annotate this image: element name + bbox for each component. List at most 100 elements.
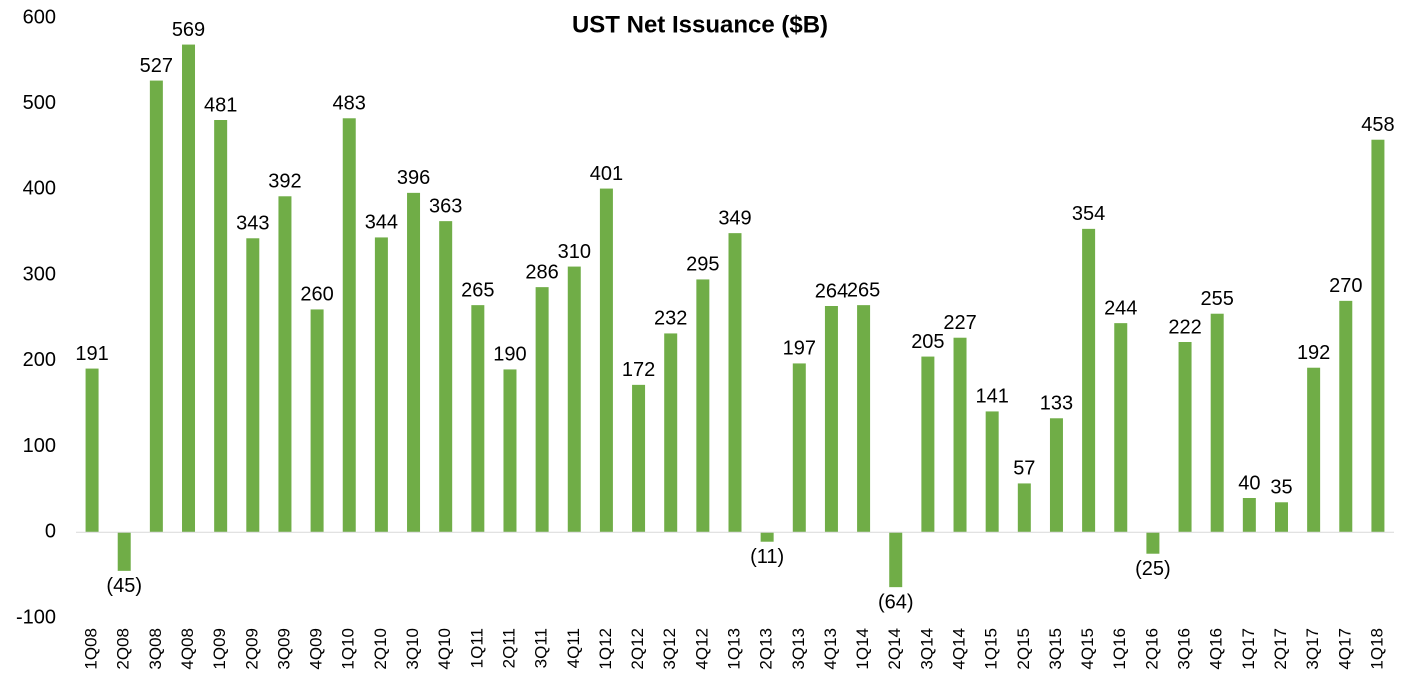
x-tick-label: 3Q13 — [789, 628, 808, 670]
x-tick-label: 4Q16 — [1207, 628, 1226, 670]
x-tick-label: 2Q09 — [242, 628, 261, 670]
bar — [1017, 483, 1031, 533]
bar — [407, 192, 421, 533]
bar — [310, 309, 324, 533]
x-tick-label: 2Q16 — [1142, 628, 1161, 670]
x-tick-label: 2Q14 — [885, 628, 904, 670]
data-label: 35 — [1270, 477, 1292, 499]
data-label: 343 — [236, 213, 269, 235]
x-tick-label: 4Q13 — [821, 628, 840, 670]
y-tick-label: 0 — [45, 521, 56, 543]
data-label: (64) — [878, 591, 914, 613]
bar — [1082, 228, 1096, 533]
bar — [824, 306, 838, 533]
data-label: 57 — [1013, 458, 1035, 480]
data-label: 227 — [943, 312, 976, 334]
data-label: 192 — [1297, 342, 1330, 364]
x-tick-label: 3Q16 — [1175, 628, 1194, 670]
data-label: 197 — [783, 338, 816, 360]
data-label: 354 — [1072, 203, 1105, 225]
x-tick-label: 1Q11 — [467, 628, 486, 668]
bar — [535, 287, 549, 533]
data-label: 527 — [140, 55, 173, 77]
data-label: 363 — [429, 195, 462, 217]
chart-title: UST Net Issuance ($B) — [572, 11, 828, 38]
bar — [664, 333, 678, 533]
bar — [985, 411, 999, 533]
x-tick-label: 1Q13 — [724, 628, 743, 670]
x-tick-label: 2Q13 — [757, 628, 776, 670]
x-tick-label: 1Q09 — [210, 628, 229, 670]
data-label: 191 — [75, 343, 108, 365]
data-label: 349 — [718, 207, 751, 229]
x-tick-label: 2Q12 — [628, 628, 647, 670]
x-tick-label: 1Q14 — [853, 628, 872, 670]
bar — [374, 237, 388, 533]
y-tick-label: 500 — [23, 92, 56, 114]
data-label: 569 — [172, 19, 205, 41]
bar — [439, 221, 453, 533]
x-tick-label: 1Q17 — [1239, 628, 1258, 670]
data-label: 264 — [815, 280, 848, 302]
bar — [1274, 502, 1288, 533]
data-label: (25) — [1135, 558, 1171, 580]
bar — [696, 279, 710, 533]
data-label: 310 — [558, 241, 591, 263]
y-tick-label: 300 — [23, 263, 56, 285]
x-tick-label: 4Q08 — [178, 628, 197, 670]
y-tick-label: 100 — [23, 435, 56, 457]
data-label: 270 — [1329, 275, 1362, 297]
x-tick-label: 1Q08 — [82, 628, 101, 670]
data-label: 458 — [1361, 114, 1394, 136]
data-label: 396 — [397, 167, 430, 189]
data-label: 401 — [590, 163, 623, 185]
bar — [857, 305, 871, 533]
bar — [1178, 342, 1192, 533]
bar — [1339, 300, 1353, 533]
x-tick-label: 4Q09 — [307, 628, 326, 670]
x-tick-label: 3Q11 — [532, 628, 551, 668]
bar — [1049, 418, 1063, 533]
bar — [728, 233, 742, 533]
x-tick-label: 3Q17 — [1303, 628, 1322, 670]
data-label: 133 — [1040, 393, 1073, 415]
data-label: 255 — [1201, 288, 1234, 310]
x-tick-label: 4Q11 — [564, 628, 583, 668]
bar — [632, 384, 646, 533]
bar — [953, 337, 967, 533]
data-label: 481 — [204, 94, 237, 116]
data-label: 265 — [847, 279, 880, 301]
data-label: 190 — [493, 344, 526, 366]
data-label: 260 — [300, 284, 333, 306]
bar — [85, 368, 99, 533]
x-tick-label: 4Q10 — [435, 628, 454, 670]
y-tick-label: 600 — [23, 6, 56, 28]
x-tick-label: 4Q14 — [950, 628, 969, 670]
bar — [278, 196, 292, 533]
data-label: 172 — [622, 359, 655, 381]
data-label: 392 — [268, 171, 301, 193]
x-tick-label: 3Q08 — [146, 628, 165, 670]
bar — [792, 363, 806, 533]
data-label: 286 — [525, 261, 558, 283]
bar — [214, 120, 228, 533]
data-label: 483 — [333, 93, 366, 115]
x-tick-label: 4Q12 — [692, 628, 711, 670]
bar — [471, 305, 485, 533]
bar — [599, 188, 613, 533]
bar — [117, 532, 131, 571]
bar — [246, 238, 260, 533]
data-label: 265 — [461, 279, 494, 301]
y-tick-label: 400 — [23, 178, 56, 200]
data-label: 222 — [1168, 316, 1201, 338]
x-tick-label: 4Q17 — [1335, 628, 1354, 670]
data-label: 205 — [911, 331, 944, 353]
data-label: 295 — [686, 254, 719, 276]
x-tick-label: 2Q11 — [499, 628, 518, 668]
x-tick-label: 3Q14 — [917, 628, 936, 670]
x-tick-label: 1Q15 — [982, 628, 1001, 670]
x-tick-label: 3Q15 — [1046, 628, 1065, 670]
bar — [149, 80, 163, 533]
x-tick-label: 1Q16 — [1110, 628, 1129, 670]
